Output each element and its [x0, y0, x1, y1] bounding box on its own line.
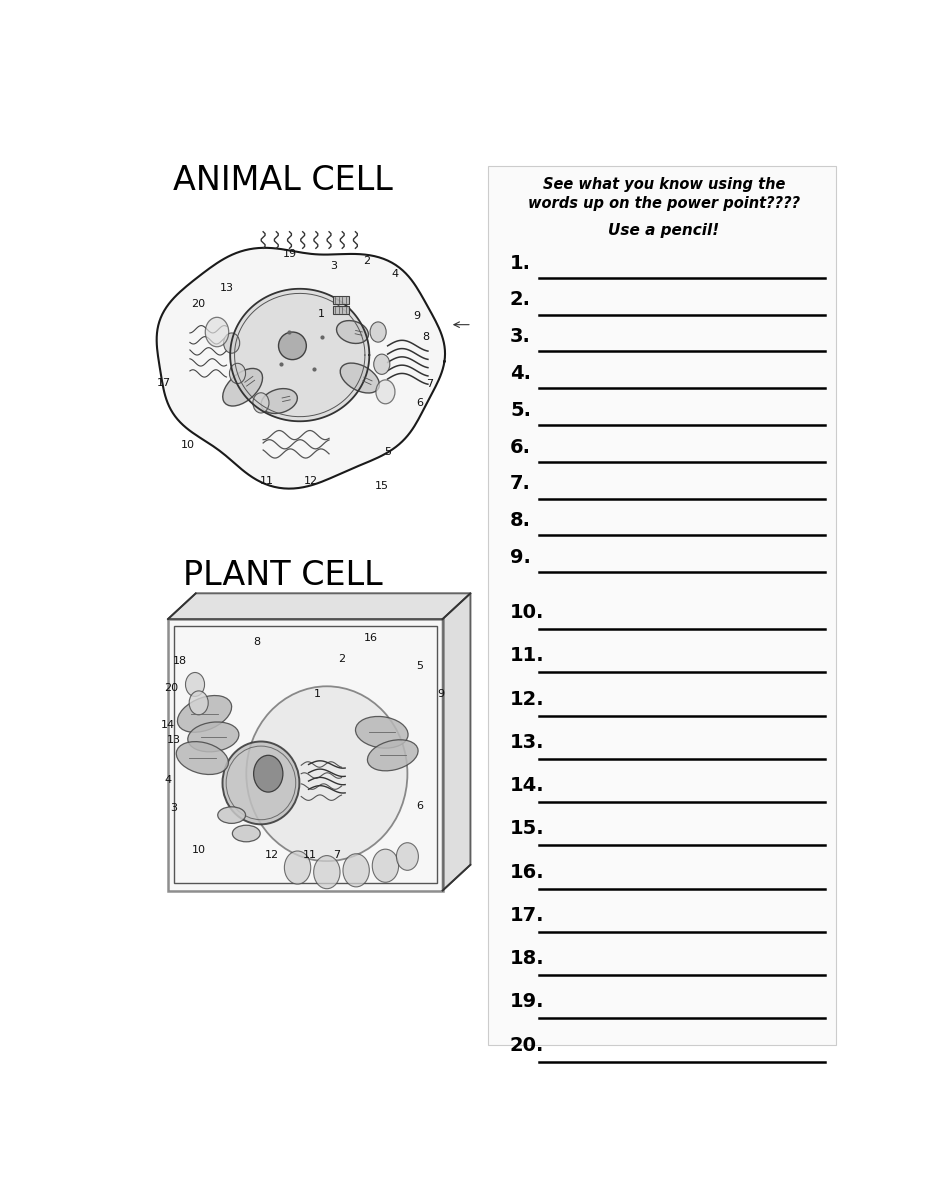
Ellipse shape [261, 388, 297, 413]
Text: 15.: 15. [510, 820, 544, 839]
Ellipse shape [217, 807, 245, 823]
Text: 1.: 1. [510, 253, 531, 272]
Text: 2: 2 [363, 256, 370, 266]
Text: 7: 7 [332, 850, 340, 859]
Text: 16: 16 [363, 633, 378, 643]
Circle shape [284, 851, 311, 884]
Text: 12: 12 [264, 850, 278, 859]
Ellipse shape [177, 742, 228, 774]
Text: 7: 7 [426, 380, 432, 390]
Text: 4: 4 [164, 776, 171, 785]
Text: 19: 19 [283, 249, 297, 259]
Text: 10: 10 [180, 440, 194, 451]
Text: 20: 20 [192, 300, 206, 310]
Text: 8: 8 [253, 637, 261, 648]
Circle shape [185, 673, 204, 697]
Circle shape [313, 856, 340, 889]
Ellipse shape [367, 740, 417, 771]
Bar [487, 166, 835, 1046]
Ellipse shape [177, 695, 231, 733]
Text: 3.: 3. [510, 327, 531, 347]
Text: 15: 15 [375, 480, 388, 491]
Text: 8.: 8. [510, 511, 531, 531]
Text: 4: 4 [391, 269, 398, 280]
Ellipse shape [278, 332, 306, 360]
Circle shape [372, 850, 398, 882]
Text: 6.: 6. [510, 437, 531, 456]
Text: 8: 8 [422, 332, 429, 342]
Text: 5.: 5. [510, 400, 531, 419]
Circle shape [373, 354, 390, 374]
Circle shape [343, 853, 369, 887]
Text: 9: 9 [413, 312, 420, 321]
Text: 1: 1 [313, 688, 321, 699]
Polygon shape [230, 289, 369, 422]
Circle shape [224, 333, 240, 354]
Text: words up on the power point????: words up on the power point???? [527, 196, 799, 210]
Text: 17: 17 [157, 378, 171, 387]
Ellipse shape [355, 717, 408, 748]
Circle shape [253, 755, 282, 792]
Text: 3: 3 [330, 261, 337, 271]
Text: 9.: 9. [510, 549, 531, 566]
Ellipse shape [232, 826, 260, 841]
Text: 2: 2 [338, 654, 345, 663]
Text: 18: 18 [173, 656, 187, 666]
Text: 5: 5 [383, 447, 391, 456]
Text: 20.: 20. [510, 1036, 544, 1055]
Text: 11: 11 [303, 850, 316, 859]
Text: 12: 12 [303, 476, 317, 486]
Text: 18.: 18. [510, 949, 544, 968]
Ellipse shape [188, 722, 239, 752]
Text: 6: 6 [416, 801, 423, 811]
Text: 14: 14 [160, 719, 175, 730]
Polygon shape [168, 594, 470, 619]
Text: See what you know using the: See what you know using the [542, 177, 784, 192]
Text: 4.: 4. [510, 364, 531, 382]
Bar [174, 626, 436, 883]
Text: 12.: 12. [510, 690, 544, 709]
Text: 16.: 16. [510, 863, 544, 882]
Circle shape [205, 318, 228, 347]
Text: 13: 13 [219, 283, 233, 293]
Text: 10: 10 [192, 845, 206, 856]
Text: 13: 13 [166, 735, 180, 744]
Ellipse shape [340, 363, 379, 393]
Polygon shape [168, 594, 470, 890]
Text: 9: 9 [436, 688, 444, 699]
Circle shape [370, 321, 386, 342]
Polygon shape [157, 247, 445, 489]
Circle shape [253, 393, 269, 413]
Text: 5: 5 [416, 661, 423, 672]
Text: 10.: 10. [510, 603, 544, 623]
Text: 11: 11 [260, 476, 274, 486]
Bar [332, 296, 348, 304]
Bar [168, 619, 442, 890]
Text: Use a pencil!: Use a pencil! [608, 223, 718, 238]
Text: 17.: 17. [510, 906, 544, 925]
Ellipse shape [336, 320, 368, 343]
Circle shape [376, 380, 395, 404]
Text: 3: 3 [170, 803, 177, 813]
Text: 2.: 2. [510, 290, 531, 310]
Ellipse shape [246, 686, 407, 862]
Text: 19.: 19. [510, 992, 544, 1011]
Polygon shape [442, 594, 470, 890]
Text: 14.: 14. [510, 777, 544, 795]
Circle shape [229, 363, 245, 384]
Text: 20: 20 [163, 684, 177, 693]
Text: 13.: 13. [510, 733, 544, 752]
Text: 7.: 7. [510, 474, 531, 494]
Text: 11.: 11. [510, 646, 544, 666]
Text: 6: 6 [416, 398, 423, 407]
Ellipse shape [222, 741, 299, 825]
Circle shape [396, 842, 418, 870]
Ellipse shape [223, 368, 262, 406]
Text: ANIMAL CELL: ANIMAL CELL [173, 164, 393, 197]
Text: PLANT CELL: PLANT CELL [183, 559, 382, 593]
Text: 1: 1 [318, 308, 325, 319]
Circle shape [189, 691, 208, 715]
Bar [332, 306, 348, 313]
